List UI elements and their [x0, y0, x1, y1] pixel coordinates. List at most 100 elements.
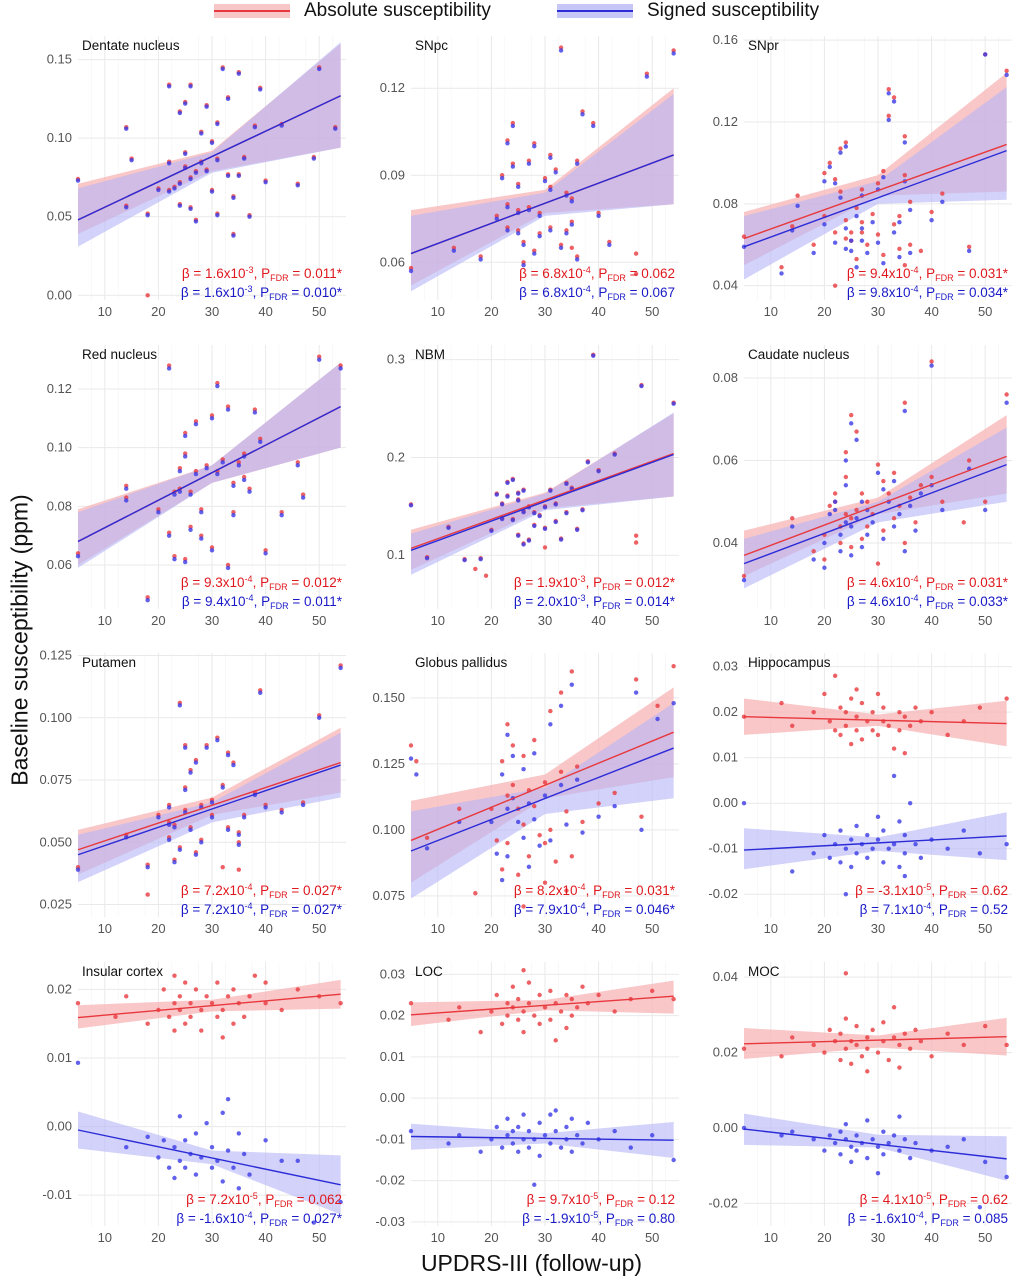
data-point-signed	[843, 1121, 849, 1127]
data-point-absolute	[854, 687, 859, 692]
data-point-signed	[499, 772, 505, 777]
confidence-band-absolute	[78, 979, 341, 1029]
data-point-signed	[1004, 1174, 1009, 1180]
data-point-absolute	[639, 814, 644, 819]
data-point-absolute	[891, 1005, 897, 1010]
data-point-signed	[548, 838, 553, 843]
data-point-signed	[838, 150, 843, 155]
data-point-absolute	[505, 793, 510, 798]
data-point-signed	[564, 510, 569, 516]
stat-annotation-signed: β = 7.2x10-4, PFDR = 0.027*	[181, 901, 343, 919]
data-point-signed	[849, 1144, 854, 1150]
x-tick-label: 50	[312, 304, 326, 319]
data-point-signed	[644, 74, 650, 79]
data-point-absolute	[516, 872, 521, 877]
data-point-signed	[548, 228, 553, 233]
data-point-signed	[193, 219, 199, 224]
data-point-signed	[499, 1145, 505, 1150]
x-tick-label: 40	[924, 1230, 938, 1245]
x-tick-label: 10	[98, 613, 112, 628]
data-point-signed	[564, 481, 569, 487]
data-point-signed	[580, 830, 585, 835]
data-point-absolute	[907, 495, 913, 500]
data-point-signed	[897, 220, 902, 225]
data-point-signed	[231, 483, 236, 488]
data-point-absolute	[521, 822, 526, 827]
data-point-signed	[188, 827, 193, 833]
data-point-absolute	[918, 248, 924, 254]
data-point-absolute	[279, 1007, 284, 1013]
data-point-absolute	[1004, 1042, 1009, 1048]
data-point-signed	[574, 161, 580, 166]
data-point-absolute	[859, 536, 865, 542]
data-point-absolute	[849, 230, 854, 235]
data-point-absolute	[849, 516, 854, 521]
data-point-signed	[510, 1128, 516, 1134]
panel-7: 10 20 30 40 50 0.075 0.100 0.125 0.150 Globus pal…	[372, 653, 679, 936]
data-point-signed	[166, 189, 172, 194]
data-point-absolute	[633, 271, 639, 277]
data-point-signed	[548, 187, 553, 192]
data-point-absolute	[811, 1042, 816, 1048]
data-point-signed	[886, 846, 891, 851]
data-point-signed	[832, 1140, 838, 1146]
data-point-signed	[961, 828, 966, 833]
data-point-signed	[891, 99, 897, 104]
data-point-signed	[408, 1128, 414, 1134]
x-tick-label: 20	[484, 613, 498, 628]
data-point-absolute	[902, 750, 907, 756]
data-point-absolute	[859, 187, 865, 192]
data-point-signed	[199, 131, 204, 136]
data-point-signed	[897, 819, 902, 824]
data-point-signed	[505, 204, 510, 210]
data-point-absolute	[854, 507, 859, 513]
confidence-band-signed	[411, 412, 674, 575]
data-point-signed	[650, 1133, 655, 1138]
data-point-signed	[854, 1133, 859, 1138]
data-point-signed	[247, 1172, 252, 1177]
x-tick-label: 30	[871, 1230, 885, 1245]
data-point-signed	[811, 557, 816, 562]
data-point-signed	[414, 772, 419, 777]
data-point-signed	[741, 801, 747, 806]
data-point-absolute	[596, 801, 601, 806]
data-point-signed	[156, 1155, 161, 1160]
data-point-absolute	[902, 540, 907, 546]
data-point-signed	[317, 66, 322, 72]
data-point-signed	[215, 212, 220, 218]
data-point-signed	[408, 268, 414, 274]
panel-2: 10 20 30 40 50 0.04 0.08 0.12 0.16 SNpr β = 9.4x10…	[713, 32, 1012, 319]
data-point-signed	[166, 805, 172, 810]
data-point-absolute	[897, 213, 902, 219]
data-point-absolute	[881, 705, 886, 710]
y-tick-label: -0.02	[708, 1195, 738, 1210]
data-point-signed	[478, 556, 483, 562]
data-point-signed	[225, 565, 231, 571]
data-point-absolute	[875, 181, 881, 186]
confidence-band-absolute	[744, 1017, 1007, 1059]
data-point-signed	[220, 785, 225, 790]
data-point-signed	[505, 854, 510, 859]
data-point-signed	[183, 559, 188, 565]
data-point-absolute	[580, 984, 585, 989]
data-point-signed	[172, 556, 177, 562]
data-point-signed	[838, 195, 843, 200]
fit-line-signed	[410, 154, 674, 255]
data-point-absolute	[849, 544, 854, 550]
data-point-absolute	[521, 1029, 526, 1035]
data-point-signed	[907, 1155, 913, 1161]
data-point-signed	[295, 183, 300, 188]
data-point-absolute	[166, 1014, 172, 1020]
data-point-signed	[542, 526, 548, 532]
data-point-signed	[231, 762, 236, 768]
data-point-absolute	[897, 728, 902, 733]
data-point-absolute	[795, 193, 800, 198]
data-point-signed	[145, 212, 150, 218]
data-point-absolute	[907, 199, 913, 204]
data-point-signed	[231, 1165, 236, 1170]
data-point-signed	[961, 1137, 966, 1142]
data-point-absolute	[891, 1035, 897, 1040]
y-tick-label: -0.02	[375, 1173, 405, 1188]
stat-annotation-absolute: β = 9.4x10-4, PFDR = 0.031*	[847, 265, 1009, 283]
data-point-signed	[494, 1124, 499, 1130]
